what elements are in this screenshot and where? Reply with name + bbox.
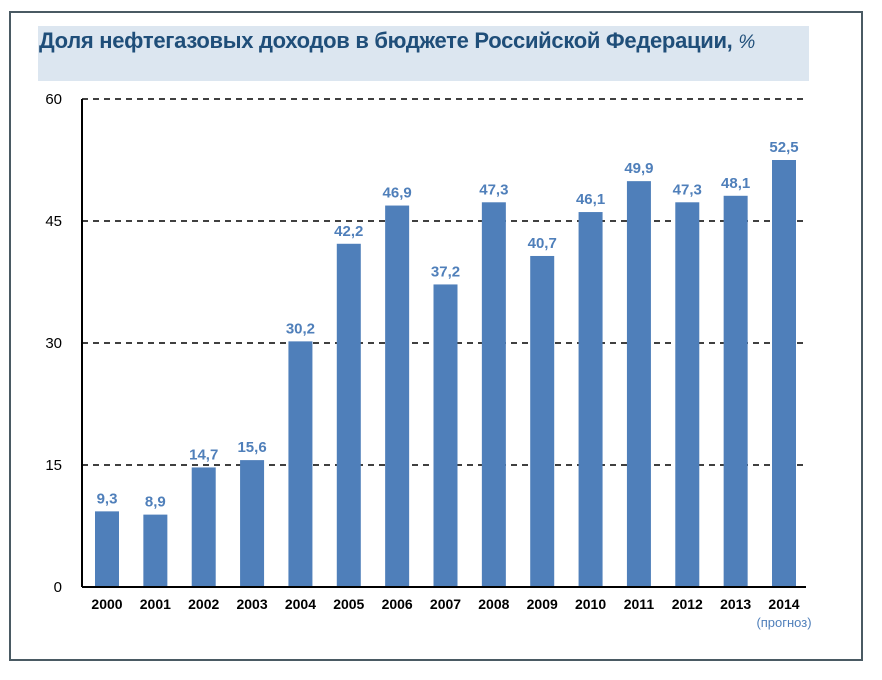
x-tick-label: 2000: [91, 596, 122, 612]
bar: [385, 205, 410, 587]
x-tick-label: 2003: [236, 596, 267, 612]
bar: [95, 511, 119, 587]
data-label: 47,3: [673, 181, 702, 198]
bar: [675, 202, 700, 587]
x-tick-label: 2011: [624, 596, 655, 612]
bar: [723, 195, 748, 587]
x-tick-label: 2006: [382, 596, 413, 612]
x-tick-label: 2002: [188, 596, 219, 612]
x-tick-label: 2013: [720, 596, 751, 612]
chart-title: Доля нефтегазовых доходов в бюджете Росс…: [39, 27, 755, 57]
bar: [288, 341, 313, 587]
y-tick-label: 0: [54, 579, 62, 596]
data-label: 46,9: [383, 185, 412, 202]
data-label: 8,9: [145, 494, 166, 511]
bar: [530, 255, 555, 587]
bar: [240, 460, 265, 587]
data-label: 49,9: [624, 160, 653, 177]
bar: [578, 212, 603, 587]
bar: [336, 243, 361, 588]
bar: [433, 284, 458, 587]
x-tick-label: 2007: [430, 596, 461, 612]
data-label: 40,7: [528, 235, 557, 252]
data-label: 14,7: [189, 446, 218, 463]
y-tick-label: 15: [45, 457, 62, 474]
data-label: 37,2: [431, 263, 460, 280]
data-label: 15,6: [237, 439, 266, 456]
x-tick-label: 2005: [333, 596, 364, 612]
y-tick-label: 30: [45, 335, 62, 352]
data-label: 9,3: [97, 490, 118, 507]
x-tick-label: 2008: [478, 596, 509, 612]
chart-title-unit: %: [738, 32, 755, 53]
bar: [143, 514, 168, 587]
x-tick-label: 2001: [140, 596, 171, 612]
x-tick-label: 2010: [575, 596, 606, 612]
data-label: 48,1: [721, 175, 750, 192]
data-label: 52,5: [769, 139, 798, 156]
x-tick-label: 2004: [285, 596, 316, 612]
data-label: 47,3: [479, 181, 508, 198]
bar: [626, 181, 651, 587]
chart-title-text: Доля нефтегазовых доходов в бюджете Росс…: [39, 28, 733, 53]
x-tick-label: 2009: [527, 596, 558, 612]
x-tick-label: 2012: [672, 596, 703, 612]
y-tick-label: 45: [45, 213, 62, 230]
bar: [481, 202, 506, 587]
bar: [772, 160, 796, 587]
title-background: [38, 26, 809, 81]
data-label: 46,1: [576, 191, 605, 208]
data-label: 42,2: [334, 223, 363, 240]
bar: [191, 467, 216, 587]
data-label: 30,2: [286, 320, 315, 337]
chart-frame: [9, 11, 863, 661]
x-tick-label: 2014: [768, 596, 799, 612]
forecast-annotation: (прогноз): [756, 615, 811, 630]
y-tick-label: 60: [45, 91, 62, 108]
